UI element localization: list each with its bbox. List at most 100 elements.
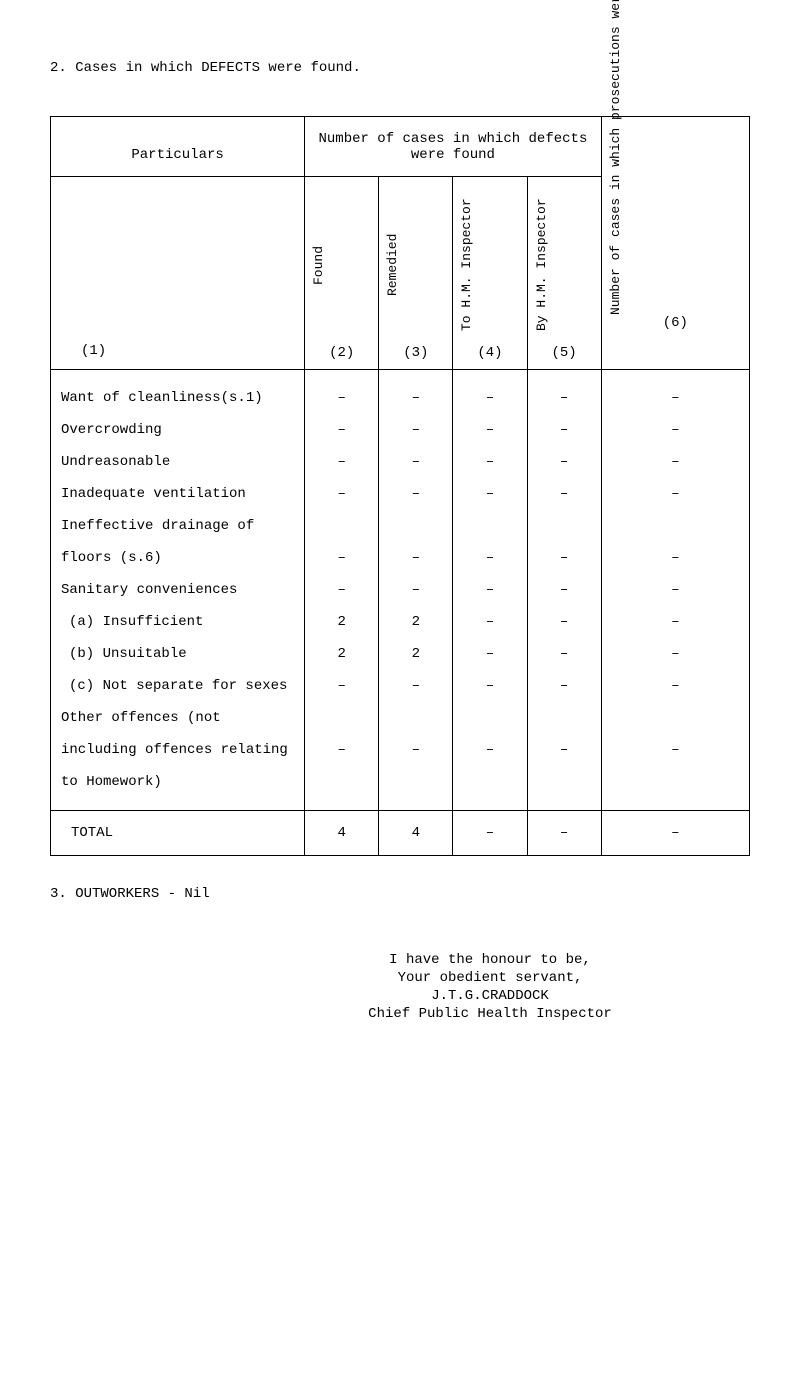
row-cell: – — [379, 574, 453, 606]
row-cell: – — [527, 370, 601, 415]
row-cell: – — [379, 370, 453, 415]
col2-label: Found — [311, 185, 326, 345]
row-label: Sanitary conveniences — [51, 574, 305, 606]
row-cell — [527, 766, 601, 811]
row-cell: – — [601, 670, 749, 702]
row-label: Ineffective drainage of — [51, 510, 305, 542]
table-row: Sanitary conveniences––––– — [51, 574, 750, 606]
row-cell: 2 — [379, 606, 453, 638]
row-label: floors (s.6) — [51, 542, 305, 574]
row-cell — [601, 510, 749, 542]
header-col6: Number of cases in which prosecutions we… — [601, 117, 749, 370]
row-cell: – — [527, 734, 601, 766]
row-cell: – — [527, 414, 601, 446]
header-col4: To H.M. Inspector (4) — [453, 177, 527, 370]
col3-num: (3) — [385, 345, 446, 361]
header-col5: By H.M. Inspector (5) — [527, 177, 601, 370]
total-c6: – — [601, 811, 749, 856]
header-col2: Found (2) — [305, 177, 379, 370]
col4-label: To H.M. Inspector — [459, 185, 474, 345]
total-c5: – — [527, 811, 601, 856]
row-label: Overcrowding — [51, 414, 305, 446]
row-cell — [305, 766, 379, 811]
col3-label: Remedied — [385, 185, 400, 345]
row-cell — [379, 510, 453, 542]
col4-num: (4) — [459, 345, 520, 361]
signature-line4: Chief Public Health Inspector — [230, 1006, 750, 1022]
total-c4: – — [453, 811, 527, 856]
row-cell: – — [601, 574, 749, 606]
row-cell: – — [305, 478, 379, 510]
header-particulars: Particulars — [51, 117, 305, 177]
row-cell: – — [527, 446, 601, 478]
col5-label: By H.M. Inspector — [534, 185, 549, 345]
row-cell: 2 — [305, 606, 379, 638]
row-cell: – — [453, 606, 527, 638]
header-col3: Remedied (3) — [379, 177, 453, 370]
table-row: Overcrowding––––– — [51, 414, 750, 446]
row-cell — [379, 766, 453, 811]
row-cell: – — [527, 638, 601, 670]
row-cell: – — [305, 574, 379, 606]
row-cell: – — [601, 734, 749, 766]
row-cell: – — [601, 542, 749, 574]
row-label: (c) Not separate for sexes — [51, 670, 305, 702]
row-cell: – — [305, 370, 379, 415]
row-label: Undreasonable — [51, 446, 305, 478]
col5-num: (5) — [534, 345, 595, 361]
total-c3: 4 — [379, 811, 453, 856]
row-cell: – — [453, 734, 527, 766]
row-cell: – — [527, 542, 601, 574]
row-cell: – — [453, 670, 527, 702]
row-cell: – — [305, 734, 379, 766]
row-cell — [527, 510, 601, 542]
particulars-label: Particulars — [57, 147, 298, 163]
footer-outworkers: 3. OUTWORKERS - Nil — [50, 886, 750, 902]
signature-line2: Your obedient servant, — [230, 970, 750, 986]
row-cell: – — [453, 414, 527, 446]
row-label: to Homework) — [51, 766, 305, 811]
row-cell: – — [527, 606, 601, 638]
header-number-cases: Number of cases in which defects were fo… — [305, 117, 602, 177]
col6-label: Number of cases in which prosecutions we… — [608, 155, 623, 315]
row-cell: – — [527, 478, 601, 510]
signature-line3: J.T.G.CRADDOCK — [230, 988, 750, 1004]
table-row: Inadequate ventilation––––– — [51, 478, 750, 510]
signature-line1: I have the honour to be, — [230, 952, 750, 968]
row-cell: – — [601, 606, 749, 638]
row-cell: – — [453, 638, 527, 670]
table-row: including offences relating––––– — [51, 734, 750, 766]
row-cell: – — [453, 370, 527, 415]
row-cell: – — [527, 574, 601, 606]
row-cell: – — [305, 670, 379, 702]
row-cell: – — [601, 446, 749, 478]
header-col1: (1) — [51, 177, 305, 370]
signature-block: I have the honour to be, Your obedient s… — [50, 952, 750, 1022]
row-cell: – — [601, 414, 749, 446]
table-row: Want of cleanliness(s.1)––––– — [51, 370, 750, 415]
row-label: (a) Insufficient — [51, 606, 305, 638]
table-row: Other offences (not — [51, 702, 750, 734]
row-cell — [453, 510, 527, 542]
row-cell: – — [453, 542, 527, 574]
row-cell: – — [305, 542, 379, 574]
section-heading: 2. Cases in which DEFECTS were found. — [50, 60, 750, 76]
row-cell — [601, 702, 749, 734]
total-label: TOTAL — [51, 811, 305, 856]
col6-num: (6) — [608, 315, 743, 331]
row-cell: – — [379, 414, 453, 446]
row-cell — [453, 766, 527, 811]
row-cell — [305, 702, 379, 734]
row-cell — [379, 702, 453, 734]
row-label: Inadequate ventilation — [51, 478, 305, 510]
row-cell — [601, 766, 749, 811]
table-row: Ineffective drainage of — [51, 510, 750, 542]
row-cell: – — [453, 446, 527, 478]
total-c2: 4 — [305, 811, 379, 856]
row-cell: – — [305, 446, 379, 478]
row-cell: – — [453, 478, 527, 510]
row-cell: – — [601, 370, 749, 415]
row-cell: – — [379, 734, 453, 766]
row-cell — [305, 510, 379, 542]
row-cell: – — [527, 670, 601, 702]
